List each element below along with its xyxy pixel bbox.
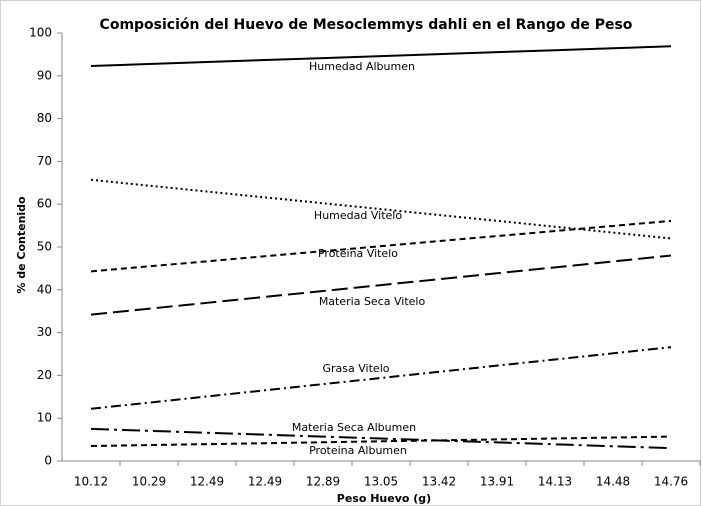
y-tick-label: 70	[37, 154, 52, 168]
x-tick-label: 14.13	[538, 475, 572, 489]
series-line	[90, 254, 672, 316]
y-tick-label: 40	[37, 282, 52, 296]
y-tick-label: 30	[37, 325, 52, 339]
series-label: Humedad Vitelo	[314, 209, 402, 222]
x-tick-label: 13.91	[480, 475, 514, 489]
series-label: Proteina Vitelo	[318, 247, 398, 260]
y-tick-label: 0	[44, 454, 52, 468]
series-line	[90, 435, 672, 448]
y-tick-label: 90	[37, 68, 52, 82]
x-tick-label: 12.89	[306, 475, 340, 489]
series-line	[90, 45, 672, 67]
series-label: Proteina Albumen	[309, 444, 407, 457]
y-axis-title: % de Contenido	[15, 196, 28, 294]
y-tick-label: 10	[37, 411, 52, 425]
y-tick-label: 60	[37, 197, 52, 211]
series-line	[90, 427, 672, 450]
x-tick-label: 10.29	[132, 475, 166, 489]
x-tick-label: 10.12	[74, 475, 108, 489]
series-label: Humedad Albumen	[309, 60, 415, 73]
series-label: Materia Seca Vitelo	[319, 295, 426, 308]
series-line	[90, 219, 672, 273]
y-tick-label: 100	[29, 26, 52, 40]
series-label: Materia Seca Albumen	[292, 421, 416, 434]
x-tick-label: 12.49	[248, 475, 282, 489]
x-tick-label: 13.42	[422, 475, 456, 489]
series-line	[90, 346, 672, 410]
y-tick-label: 50	[37, 240, 52, 254]
x-tick-label: 14.76	[654, 475, 688, 489]
x-axis-title: Peso Huevo (g)	[337, 492, 431, 505]
y-tick-label: 80	[37, 111, 52, 125]
y-tick-label: 20	[37, 368, 52, 382]
x-tick-label: 14.48	[596, 475, 630, 489]
chart-title: Composición del Huevo de Mesoclemmys dah…	[100, 17, 633, 33]
series-label: Grasa Vitelo	[323, 362, 390, 375]
x-tick-label: 13.05	[364, 475, 398, 489]
x-tick-label: 12.49	[190, 475, 224, 489]
